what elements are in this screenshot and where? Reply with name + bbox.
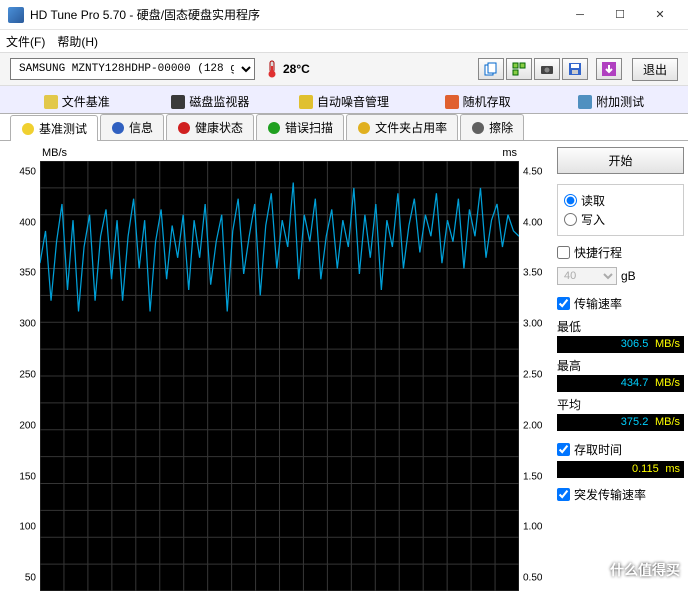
tab[interactable]: 错误扫描 xyxy=(256,114,344,140)
top-tab[interactable]: 文件基准 xyxy=(10,90,144,113)
tab-icon xyxy=(445,95,459,109)
y-axis-right: 4.504.003.503.002.502.001.501.000.50 xyxy=(521,159,549,591)
min-value: 306.5 MB/s xyxy=(557,336,684,353)
max-label: 最高 xyxy=(557,357,684,374)
copy-icon[interactable] xyxy=(478,58,504,80)
tab[interactable]: 基准测试 xyxy=(10,115,98,141)
tab-icon xyxy=(299,95,313,109)
tab-row: 基准测试信息健康状态错误扫描文件夹占用率擦除 xyxy=(0,114,688,141)
down-icon[interactable] xyxy=(596,58,622,80)
toolbar: SAMSUNG MZNTY128HDHP-00000 (128 g 28°C 退… xyxy=(0,52,688,86)
burst-rate-check[interactable]: 突发传输速率 xyxy=(557,484,684,505)
tab-icon xyxy=(44,95,58,109)
tab-icon xyxy=(471,121,485,135)
tab[interactable]: 文件夹占用率 xyxy=(346,114,458,140)
minimize-button[interactable]: ─ xyxy=(560,1,600,29)
menubar: 文件(F) 帮助(H) xyxy=(0,30,688,52)
tab[interactable]: 信息 xyxy=(100,114,164,140)
top-tab[interactable]: 附加测试 xyxy=(544,90,678,113)
avg-label: 平均 xyxy=(557,396,684,413)
toolbar-icons xyxy=(478,58,622,80)
exit-button[interactable]: 退出 xyxy=(632,58,678,81)
temperature: 28°C xyxy=(265,60,310,78)
access-time-check[interactable]: 存取时间 xyxy=(557,439,684,460)
menu-help[interactable]: 帮助(H) xyxy=(57,33,98,50)
access-value: 0.115 ms xyxy=(557,461,684,478)
tab-icon xyxy=(177,121,191,135)
menu-file[interactable]: 文件(F) xyxy=(6,33,45,50)
tab-icon xyxy=(357,121,371,135)
max-value: 434.7 MB/s xyxy=(557,375,684,392)
transfer-rate-check[interactable]: 传输速率 xyxy=(557,293,684,314)
gb-select: 40 xyxy=(557,267,617,285)
screenshot-icon[interactable] xyxy=(506,58,532,80)
short-stroke-check[interactable]: 快捷行程 xyxy=(557,242,684,263)
top-tab[interactable]: 自动噪音管理 xyxy=(277,90,411,113)
mode-group: 读取 写入 xyxy=(557,184,684,236)
tab-icon xyxy=(111,121,125,135)
tab-icon xyxy=(21,122,35,136)
save-icon[interactable] xyxy=(562,58,588,80)
chart-svg xyxy=(40,161,519,591)
write-radio[interactable]: 写入 xyxy=(564,210,677,229)
top-tab[interactable]: 磁盘监视器 xyxy=(144,90,278,113)
thermometer-icon xyxy=(265,60,279,78)
chart-area: MB/s ms 45040035030025020015010050 4.504… xyxy=(10,143,549,591)
titlebar: HD Tune Pro 5.70 - 硬盘/固态硬盘实用程序 ─ ☐ ✕ xyxy=(0,0,688,30)
tab[interactable]: 擦除 xyxy=(460,114,524,140)
min-label: 最低 xyxy=(557,318,684,335)
top-tab-row: 文件基准磁盘监视器自动噪音管理随机存取附加测试 xyxy=(0,86,688,114)
window-title: HD Tune Pro 5.70 - 硬盘/固态硬盘实用程序 xyxy=(30,6,560,23)
avg-value: 375.2 MB/s xyxy=(557,414,684,431)
start-button[interactable]: 开始 xyxy=(557,147,684,174)
tab-icon xyxy=(267,121,281,135)
read-radio[interactable]: 读取 xyxy=(564,191,677,210)
gb-row: 40 gB xyxy=(557,267,684,285)
drive-select[interactable]: SAMSUNG MZNTY128HDHP-00000 (128 g xyxy=(10,58,255,80)
top-tab[interactable]: 随机存取 xyxy=(411,90,545,113)
y-axis-right-label: ms xyxy=(502,147,517,159)
chart-plot xyxy=(40,161,519,591)
camera-icon[interactable] xyxy=(534,58,560,80)
app-icon xyxy=(8,7,24,23)
tab-icon xyxy=(171,95,185,109)
content: MB/s ms 45040035030025020015010050 4.504… xyxy=(0,141,688,591)
maximize-button[interactable]: ☐ xyxy=(600,1,640,29)
close-button[interactable]: ✕ xyxy=(640,1,680,29)
sidebar: 开始 读取 写入 快捷行程 40 gB 传输速率 最低 306.5 MB/s 最… xyxy=(549,143,684,591)
y-axis-left: 45040035030025020015010050 xyxy=(10,159,38,591)
tab-icon xyxy=(578,95,592,109)
tab[interactable]: 健康状态 xyxy=(166,114,254,140)
y-axis-left-label: MB/s xyxy=(42,147,67,159)
watermark: 什么值得买 xyxy=(610,560,680,580)
